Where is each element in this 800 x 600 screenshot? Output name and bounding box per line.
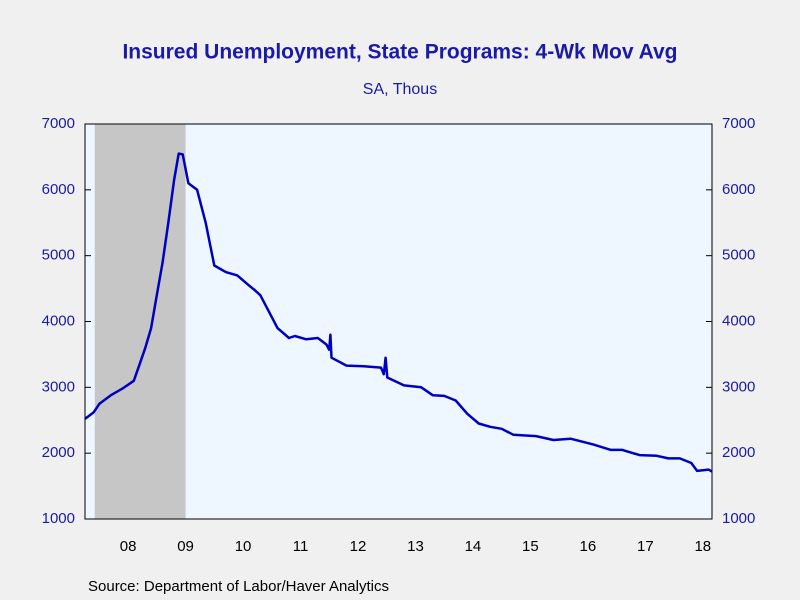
plot-area: [85, 124, 712, 519]
y-tick-label: 4000: [42, 312, 75, 329]
x-tick-label: 14: [465, 538, 482, 555]
x-tick-label: 18: [694, 538, 711, 555]
x-tick-label: 15: [522, 538, 539, 555]
y-tick-label: 2000: [42, 444, 75, 461]
y2-tick-label: 3000: [722, 378, 755, 395]
x-tick-label: 10: [235, 538, 252, 555]
chart-title: Insured Unemployment, State Programs: 4-…: [122, 41, 677, 64]
y-tick-label: 5000: [42, 247, 75, 264]
y-tick-label: 7000: [42, 115, 75, 132]
plot-frame: [84, 123, 713, 520]
x-tick-label: 16: [580, 538, 597, 555]
series-line: [84, 152, 713, 473]
x-tick-label: 12: [350, 538, 367, 555]
x-tick-label: 11: [293, 538, 309, 555]
y-tick-label: 3000: [42, 378, 75, 395]
y2-tick-label: 6000: [722, 181, 755, 198]
chart-subtitle: SA, Thous: [363, 81, 437, 98]
y2-tick-label: 4000: [722, 312, 755, 329]
y-tick-label: 6000: [42, 181, 75, 198]
recession-shade: [94, 124, 186, 519]
y2-tick-label: 5000: [722, 247, 755, 264]
x-tick-label: 13: [407, 538, 424, 555]
x-tick-label: 08: [120, 538, 137, 555]
source: Source: Department of Labor/Haver Analyt…: [88, 578, 389, 595]
y2-tick-label: 2000: [722, 444, 755, 461]
y-tick-label: 1000: [42, 510, 75, 527]
y2-tick-label: 1000: [722, 510, 755, 527]
y2-tick-label: 7000: [722, 115, 755, 132]
x-tick-label: 09: [177, 538, 194, 555]
x-tick-label: 17: [637, 538, 654, 555]
